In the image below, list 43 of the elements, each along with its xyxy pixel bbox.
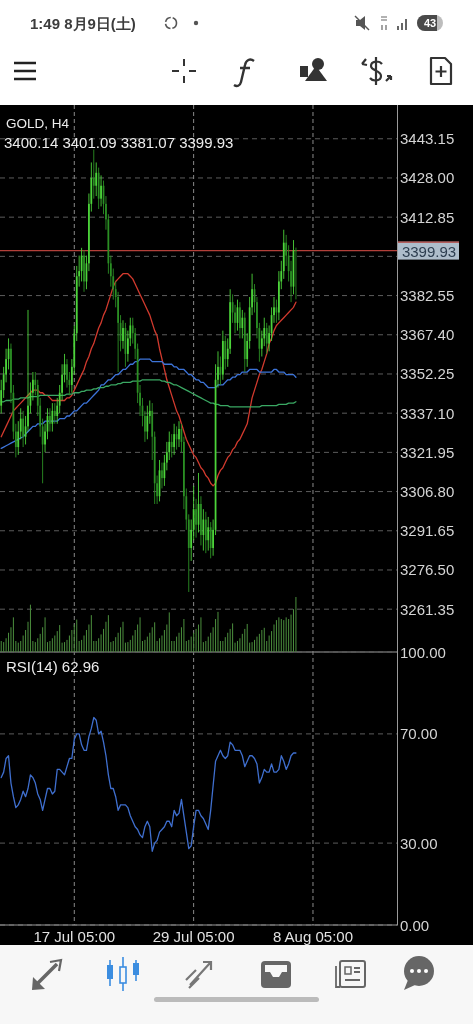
- line-series: [0, 358, 297, 450]
- candlestick: [161, 462, 163, 489]
- text: 1:49 8月9日(土): [30, 14, 136, 32]
- y-tick-label: 0.00: [400, 916, 430, 934]
- x-tick-label: 29 Jul 05:00: [152, 927, 235, 945]
- line-series: [0, 273, 297, 487]
- y-tick-label: 3352.25: [400, 365, 455, 383]
- candlestick: [100, 174, 102, 207]
- text: GOLD, H4: [6, 115, 70, 131]
- y-tick-label: 3428.00: [400, 169, 455, 187]
- y-tick-label: 3412.85: [400, 208, 455, 226]
- y-tick-label: 3382.55: [400, 287, 455, 305]
- candlestick: [83, 249, 85, 293]
- candlestick: [51, 402, 54, 432]
- candlestick: [295, 247, 297, 300]
- candlestick: [195, 498, 197, 539]
- y-tick-label: 3367.40: [400, 326, 455, 344]
- y-tick-label: 3291.65: [400, 522, 455, 540]
- candlestick: [265, 322, 268, 355]
- y-tick-label: 3261.35: [400, 600, 455, 618]
- line-series: [0, 379, 297, 408]
- x-tick-label: 17 Jul 05:00: [33, 927, 116, 945]
- x-tick-label: 8 Aug 05:00: [272, 927, 354, 945]
- y-tick-label: 3443.15: [400, 130, 455, 148]
- line-series: [0, 716, 297, 852]
- y-tick-label: 3321.95: [400, 443, 455, 461]
- chart-title: RSI(14) 62.96: [6, 657, 100, 675]
- candlestick: [49, 407, 51, 432]
- y-tick-label: 70.00: [400, 725, 438, 743]
- y-tick-label: 3337.10: [400, 404, 455, 422]
- y-tick-label: 100.00: [400, 643, 446, 661]
- y-tick-label: 3276.50: [400, 561, 455, 579]
- candlestick: [239, 301, 241, 339]
- y-tick-label: 3306.80: [400, 483, 455, 501]
- candlestick: [200, 495, 202, 546]
- y-tick-label: 30.00: [400, 834, 438, 852]
- candlestick: [209, 521, 212, 559]
- candlestick: [122, 319, 124, 350]
- text: 43: [423, 17, 437, 29]
- candlestick: [178, 420, 180, 448]
- text: 3400.14 3401.09 3381.07 3399.93: [4, 133, 234, 151]
- ref-line-label: 3399.93: [401, 242, 457, 260]
- candlestick: [204, 511, 207, 554]
